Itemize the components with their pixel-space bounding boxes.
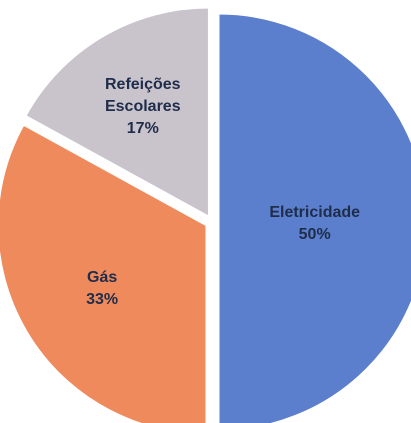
pie-slice-label: Eletricidade 50% [269, 204, 360, 243]
pie-slice-name: Escolares [105, 98, 181, 115]
pie-slice-percent: 50% [299, 226, 331, 243]
pie-slice-eletricidade [218, 13, 411, 423]
pie-slice-name: Refeições [105, 76, 181, 93]
pie-slice-percent: 33% [86, 291, 118, 308]
pie-slice-label: Refeições Escolares 17% [105, 76, 181, 137]
pie-slice-refeições-escolares [25, 7, 209, 217]
pie-slice-name: Gás [87, 269, 117, 286]
pie-slice-name: Eletricidade [269, 204, 360, 221]
pie-slice-gás [0, 124, 207, 423]
pie-slice-label: Gás 33% [86, 269, 118, 308]
pie-slice-percent: 17% [127, 120, 159, 137]
